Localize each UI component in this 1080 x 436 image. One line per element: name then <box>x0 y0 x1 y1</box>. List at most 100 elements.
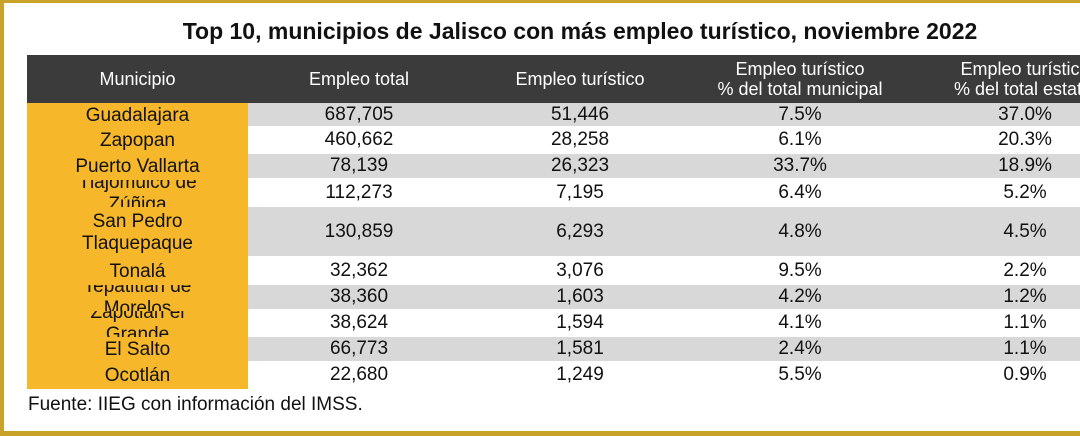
cell-text: Guadalajara <box>85 104 190 126</box>
cell-text: 1,603 <box>556 286 604 307</box>
data-cell: 38,360 <box>248 285 470 311</box>
data-cell: 1,249 <box>470 363 690 389</box>
cell-text: 18.9% <box>998 155 1052 176</box>
header-text: Empleo total <box>308 69 410 89</box>
cell-text: 5.5% <box>778 364 822 385</box>
cell-text: 9.5% <box>778 259 822 281</box>
data-cell: 1,594 <box>470 311 690 337</box>
header-text: % del total municipal <box>717 79 883 99</box>
cell-text: 2.2% <box>1003 259 1047 281</box>
title: Top 10, municipios de Jalisco con más em… <box>182 18 978 44</box>
data-cell: 1,603 <box>470 285 690 311</box>
data-cell: 2.4% <box>690 337 910 363</box>
header-cell: Municipio <box>27 55 248 103</box>
header-text: Empleo turístico <box>735 59 865 79</box>
data-cell: 66,773 <box>248 337 470 363</box>
cell-text: El Salto <box>104 339 171 360</box>
source-note: Fuente: IIEG con información del IMSS. <box>28 394 363 415</box>
cell-text: 1,581 <box>556 338 604 359</box>
header-text: Empleo turístico <box>515 69 645 89</box>
cell-text: 33.7% <box>773 155 827 176</box>
data-cell: 33.7% <box>690 154 910 180</box>
data-cell: 28,258 <box>470 128 690 154</box>
header-text: % del total estatal <box>953 79 1080 99</box>
cell-text: Zapotlán el Grande <box>90 311 185 337</box>
data-cell: 32,362 <box>248 258 470 285</box>
cell-text: 4.5% <box>1003 220 1047 242</box>
municipio-cell: Tepatitlán de Morelos <box>27 285 248 311</box>
cell-text: 51,446 <box>550 103 610 125</box>
cell-text: 0.9% <box>1003 364 1047 385</box>
cell-text: 1,249 <box>556 364 604 385</box>
municipio-cell: Zapotlán el Grande <box>27 311 248 337</box>
cell-text: 78,139 <box>329 155 389 176</box>
cell-text: Puerto Vallarta <box>75 156 200 177</box>
header-cell: Empleo total <box>248 55 470 103</box>
cell-text: 6,293 <box>556 220 604 242</box>
data-cell: 7.5% <box>690 103 910 128</box>
cell-text: 6.1% <box>778 129 822 150</box>
table: Municipio Empleo total Empleo turístico Emp… <box>27 55 1080 391</box>
cell-text: 28,258 <box>550 129 610 150</box>
data-cell: 18.9% <box>910 154 1080 180</box>
municipio-cell: Guadalajara <box>27 103 248 128</box>
cell-text: 22,680 <box>329 364 389 385</box>
data-cell: 4.1% <box>690 311 910 337</box>
data-cell: 22,680 <box>248 363 470 389</box>
data-cell: 3,076 <box>470 258 690 285</box>
cell-text: 3,076 <box>556 259 604 281</box>
cell-text: 7,195 <box>556 181 604 203</box>
cell-text: Tonalá <box>109 260 166 282</box>
data-cell: 1.2% <box>910 285 1080 311</box>
cell-text: 687,705 <box>324 103 394 125</box>
municipio-cell: El Salto <box>27 337 248 363</box>
data-cell: 6,293 <box>470 207 690 258</box>
cell-text: 1.1% <box>1003 338 1047 359</box>
data-cell: 5.2% <box>910 180 1080 207</box>
data-cell: 9.5% <box>690 258 910 285</box>
data-cell: 6.4% <box>690 180 910 207</box>
data-cell: 78,139 <box>248 154 470 180</box>
data-cell: 7,195 <box>470 180 690 207</box>
cell-text: 37.0% <box>998 103 1052 125</box>
cell-text: 4.1% <box>778 312 822 333</box>
data-cell: 1.1% <box>910 311 1080 337</box>
cell-text: 32,362 <box>329 259 389 281</box>
header-cell: Empleo turístico% del total estatal <box>910 55 1080 103</box>
cell-text: Tepatitlán de Morelos <box>83 285 192 311</box>
data-cell: 687,705 <box>248 103 470 128</box>
data-cell: 37.0% <box>910 103 1080 128</box>
header-text: Empleo turístico <box>960 59 1080 79</box>
cell-text: Ocotlán <box>104 365 171 386</box>
cell-text: 1.2% <box>1003 286 1047 307</box>
cell-text: 4.2% <box>778 286 822 307</box>
data-cell: 51,446 <box>470 103 690 128</box>
municipio-cell: Tonalá <box>27 258 248 285</box>
municipio-cell: Tlajomulco de Zúñiga <box>27 180 248 207</box>
cell-text: 1,594 <box>556 312 604 333</box>
cell-text: 1.1% <box>1003 312 1047 333</box>
municipio-cell: San Pedro Tlaquepaque <box>27 207 248 258</box>
data-cell: 1,581 <box>470 337 690 363</box>
data-cell: 1.1% <box>910 337 1080 363</box>
data-cell: 0.9% <box>910 363 1080 389</box>
cell-text: 5.2% <box>1003 181 1047 203</box>
cell-text: 130,859 <box>324 220 394 242</box>
cell-text: 2.4% <box>778 338 822 359</box>
data-cell: 4.5% <box>910 207 1080 258</box>
data-cell: 130,859 <box>248 207 470 258</box>
cell-text: 26,323 <box>550 155 610 176</box>
data-cell: 460,662 <box>248 128 470 154</box>
cell-text: 4.8% <box>778 220 822 242</box>
municipio-cell: Ocotlán <box>27 363 248 389</box>
cell-text: San Pedro Tlaquepaque <box>82 210 193 254</box>
data-cell: 4.8% <box>690 207 910 258</box>
header-cell: Empleo turístico% del total municipal <box>690 55 910 103</box>
data-cell: 112,273 <box>248 180 470 207</box>
cell-text: Tlajomulco de Zúñiga <box>78 180 197 207</box>
cell-text: Zapopan <box>99 130 175 151</box>
cell-text: 7.5% <box>778 103 822 125</box>
header-cell: Empleo turístico <box>470 55 690 103</box>
municipio-cell: Puerto Vallarta <box>27 154 248 180</box>
